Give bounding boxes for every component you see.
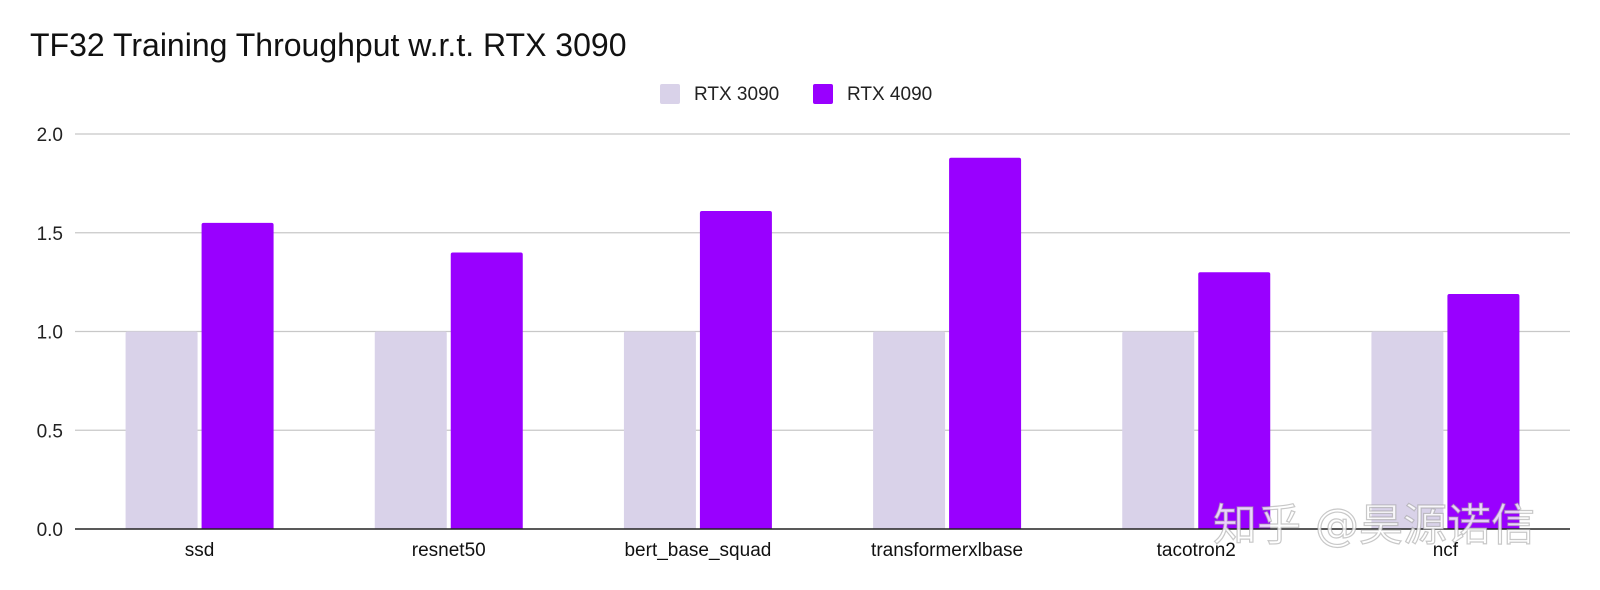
bar-bert-base-squad-rtx-4090 [699,211,772,529]
x-tick-label: transformerxlbase [871,540,1023,561]
legend-label-rtx-4090: RTX 4090 [847,84,932,105]
bar-transformerxlbase-rtx-3090 [873,331,946,529]
y-tick-label: 2.0 [37,125,63,146]
y-axis-ticks: 0.0 0.5 1.0 1.5 2.0 [37,125,63,541]
legend: RTX 3090 RTX 4090 [660,84,932,105]
x-tick-label: tacotron2 [1157,540,1236,561]
y-tick-label: 1.0 [37,323,63,344]
y-tick-label: 0.0 [37,520,63,541]
legend-item-rtx-4090: RTX 4090 [813,84,932,105]
x-tick-label: bert_base_squad [624,540,771,561]
legend-label-rtx-3090: RTX 3090 [694,84,779,105]
x-tick-label: ssd [185,540,215,561]
bar-ssd-rtx-4090 [201,222,274,529]
x-axis-labels: ssd resnet50 bert_base_squad transformerxlb… [185,540,1459,561]
bar-resnet50-rtx-3090 [374,331,447,529]
legend-item-rtx-3090: RTX 3090 [660,84,779,105]
bar-ncf-rtx-3090 [1371,331,1444,529]
legend-swatch-rtx-3090 [660,84,680,104]
y-tick-label: 1.5 [37,224,63,245]
bar-tacotron2-rtx-4090 [1198,272,1271,529]
bar-ncf-rtx-4090 [1447,293,1520,529]
bars [125,157,1520,529]
bar-resnet50-rtx-4090 [450,252,523,529]
bar-ssd-rtx-3090 [125,331,198,529]
watermark: 知乎 @昊源诺信 [1213,500,1535,551]
bar-transformerxlbase-rtx-4090 [949,157,1022,529]
legend-swatch-rtx-4090 [813,84,833,104]
chart-title: TF32 Training Throughput w.r.t. RTX 3090 [30,27,626,63]
bar-bert-base-squad-rtx-3090 [623,331,696,529]
gridlines [75,133,1570,431]
x-tick-label: ncf [1433,540,1459,561]
x-tick-label: resnet50 [412,540,486,561]
bar-tacotron2-rtx-3090 [1122,331,1195,529]
y-tick-label: 0.5 [37,421,63,442]
